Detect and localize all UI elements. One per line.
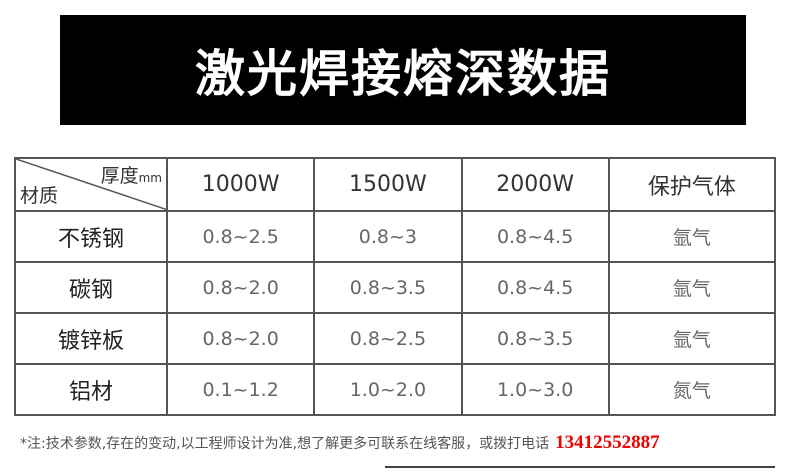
diagonal-line [16, 159, 168, 210]
table-row: 镀锌板 0.8~2.0 0.8~2.5 0.8~3.5 氩气 [14, 312, 777, 365]
header-1500w: 1500W [313, 157, 463, 212]
gas-cell: 氩气 [607, 261, 777, 314]
value-cell: 0.8~4.5 [460, 210, 610, 263]
weld-depth-table: 厚度mm 材质 1000W 1500W 2000W 保护气体 不锈钢 0.8~2… [14, 157, 777, 416]
header-2000w: 2000W [460, 157, 610, 212]
table-row: 铝材 0.1~1.2 1.0~2.0 1.0~3.0 氮气 [14, 363, 777, 416]
material-cell: 铝材 [14, 363, 168, 416]
value-cell: 0.8~2.0 [165, 312, 316, 365]
material-label: 材质 [20, 185, 59, 207]
value-cell: 0.8~2.5 [313, 312, 463, 365]
page-title: 激光焊接熔深数据 [195, 45, 611, 103]
table-row: 碳钢 0.8~2.0 0.8~3.5 0.8~4.5 氩气 [14, 261, 777, 314]
value-cell: 0.8~2.5 [165, 210, 316, 263]
material-cell: 碳钢 [14, 261, 168, 314]
gas-cell: 氩气 [607, 312, 777, 365]
value-cell: 0.8~4.5 [460, 261, 610, 314]
value-cell: 1.0~3.0 [460, 363, 610, 416]
unit-text: mm [138, 171, 162, 185]
header-row: 厚度mm 材质 1000W 1500W 2000W 保护气体 [14, 157, 777, 212]
phone-number[interactable]: 13412552887 [555, 432, 660, 453]
value-cell: 0.1~1.2 [165, 363, 316, 416]
corner-cell: 厚度mm 材质 [14, 157, 168, 212]
underline-divider [385, 466, 775, 468]
note-text: *注:技术参数,存在的变动,以工程师设计为准,想了解更多可联系在线客服，或拨打电… [20, 436, 550, 452]
value-cell: 0.8~2.0 [165, 261, 316, 314]
value-cell: 0.8~3.5 [313, 261, 463, 314]
gas-cell: 氩气 [607, 210, 777, 263]
title-banner: 激光焊接熔深数据 [60, 15, 746, 125]
header-1000w: 1000W [165, 157, 316, 212]
thickness-text: 厚度 [100, 165, 139, 187]
footnote: *注:技术参数,存在的变动,以工程师设计为准,想了解更多可联系在线客服，或拨打电… [20, 432, 660, 454]
material-cell: 镀锌板 [14, 312, 168, 365]
value-cell: 1.0~2.0 [313, 363, 463, 416]
header-gas: 保护气体 [607, 157, 777, 212]
gas-cell: 氮气 [607, 363, 777, 416]
material-cell: 不锈钢 [14, 210, 168, 263]
table-row: 不锈钢 0.8~2.5 0.8~3 0.8~4.5 氩气 [14, 210, 777, 263]
value-cell: 0.8~3.5 [460, 312, 610, 365]
value-cell: 0.8~3 [313, 210, 463, 263]
thickness-label: 厚度mm [101, 161, 162, 188]
